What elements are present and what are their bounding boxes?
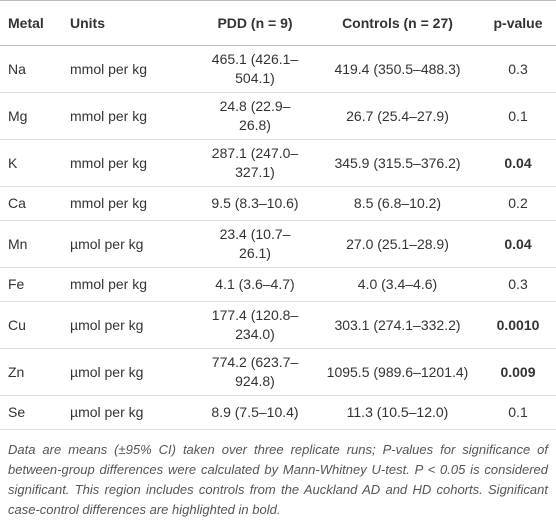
controls-cell: 1095.5 (989.6–1201.4) xyxy=(315,348,480,396)
header-cell: PDD (n = 9) xyxy=(195,0,315,46)
controls-cell: 8.5 (6.8–10.2) xyxy=(315,186,480,221)
table-row: Mn µmol per kg 23.4 (10.7–26.1) 27.0 (25.1–… xyxy=(0,220,556,268)
pdd-cell: 177.4 (120.8–234.0) xyxy=(195,301,315,349)
p-value-cell: 0.04 xyxy=(480,139,556,187)
metal-cell: K xyxy=(0,139,62,187)
pdd-cell: 465.1 (426.1–504.1) xyxy=(195,45,315,93)
units-cell: mmol per kg xyxy=(62,45,195,93)
table-row: Se µmol per kg 8.9 (7.5–10.4) 11.3 (10.5–12… xyxy=(0,395,556,430)
controls-cell: 345.9 (315.5–376.2) xyxy=(315,139,480,187)
table-row: Fe mmol per kg 4.1 (3.6–4.7) 4.0 (3.4–4.6) 0… xyxy=(0,267,556,302)
table-row: Mg mmol per kg 24.8 (22.9–26.8) 26.7 (25.4–… xyxy=(0,92,556,140)
pdd-value: 8.9 (7.5–10.4) xyxy=(211,404,299,420)
p-value-cell: 0.3 xyxy=(480,267,556,302)
header-row: Metal Units PDD (n = 9) Controls (n = 27) p-… xyxy=(0,0,556,46)
pdd-value: 774.2 (623.7–924.8) xyxy=(211,354,299,389)
p-value-cell: 0.04 xyxy=(480,220,556,268)
units-cell: mmol per kg xyxy=(62,267,195,302)
controls-cell: 303.1 (274.1–332.2) xyxy=(315,301,480,349)
pdd-cell: 4.1 (3.6–4.7) xyxy=(195,267,315,302)
pdd-value: 9.5 (8.3–10.6) xyxy=(211,195,299,211)
pdd-cell: 287.1 (247.0–327.1) xyxy=(195,139,315,187)
pdd-value: 24.8 (22.9–26.8) xyxy=(219,98,291,133)
table-body: Na mmol per kg 465.1 (426.1–504.1) 419.4 (3… xyxy=(0,45,556,430)
table-row: Ca mmol per kg 9.5 (8.3–10.6) 8.5 (6.8–10.2… xyxy=(0,186,556,221)
metal-cell: Ca xyxy=(0,186,62,221)
pdd-value: 287.1 (247.0–327.1) xyxy=(211,145,299,180)
controls-cell: 27.0 (25.1–28.9) xyxy=(315,220,480,268)
pdd-value: 465.1 (426.1–504.1) xyxy=(211,51,299,86)
metal-cell: Mg xyxy=(0,92,62,140)
units-cell: µmol per kg xyxy=(62,220,195,268)
data-table: Metal Units PDD (n = 9) Controls (n = 27) p-… xyxy=(0,0,556,430)
controls-cell: 419.4 (350.5–488.3) xyxy=(315,45,480,93)
pdd-cell: 8.9 (7.5–10.4) xyxy=(195,395,315,430)
p-value-cell: 0.1 xyxy=(480,92,556,140)
pdd-value: 177.4 (120.8–234.0) xyxy=(211,307,299,342)
table-row: Cu µmol per kg 177.4 (120.8–234.0) 303.1 (2… xyxy=(0,301,556,349)
units-cell: µmol per kg xyxy=(62,348,195,396)
units-cell: mmol per kg xyxy=(62,139,195,187)
pdd-cell: 774.2 (623.7–924.8) xyxy=(195,348,315,396)
pdd-value: 23.4 (10.7–26.1) xyxy=(219,226,291,261)
pdd-cell: 24.8 (22.9–26.8) xyxy=(195,92,315,140)
controls-cell: 11.3 (10.5–12.0) xyxy=(315,395,480,430)
pdd-cell: 9.5 (8.3–10.6) xyxy=(195,186,315,221)
controls-cell: 4.0 (3.4–4.6) xyxy=(315,267,480,302)
p-value-cell: 0.0010 xyxy=(480,301,556,349)
header-cell: p-value xyxy=(480,0,556,46)
metal-cell: Cu xyxy=(0,301,62,349)
header-cell: Units xyxy=(62,0,195,46)
header-cell: Controls (n = 27) xyxy=(315,0,480,46)
p-value-cell: 0.3 xyxy=(480,45,556,93)
table-row: Zn µmol per kg 774.2 (623.7–924.8) 1095.5 (… xyxy=(0,348,556,396)
metal-cell: Fe xyxy=(0,267,62,302)
p-value-cell: 0.2 xyxy=(480,186,556,221)
metal-cell: Se xyxy=(0,395,62,430)
units-cell: µmol per kg xyxy=(62,301,195,349)
controls-cell: 26.7 (25.4–27.9) xyxy=(315,92,480,140)
units-cell: µmol per kg xyxy=(62,395,195,430)
units-cell: mmol per kg xyxy=(62,186,195,221)
metal-cell: Na xyxy=(0,45,62,93)
metal-cell: Mn xyxy=(0,220,62,268)
units-cell: mmol per kg xyxy=(62,92,195,140)
pdd-cell: 23.4 (10.7–26.1) xyxy=(195,220,315,268)
p-value-cell: 0.009 xyxy=(480,348,556,396)
p-value-cell: 0.1 xyxy=(480,395,556,430)
footnote: Data are means (±95% CI) taken over thre… xyxy=(8,442,548,517)
header-cell: Metal xyxy=(0,0,62,46)
metal-cell: Zn xyxy=(0,348,62,396)
table-row: Na mmol per kg 465.1 (426.1–504.1) 419.4 (3… xyxy=(0,45,556,93)
pdd-value: 4.1 (3.6–4.7) xyxy=(215,276,295,292)
